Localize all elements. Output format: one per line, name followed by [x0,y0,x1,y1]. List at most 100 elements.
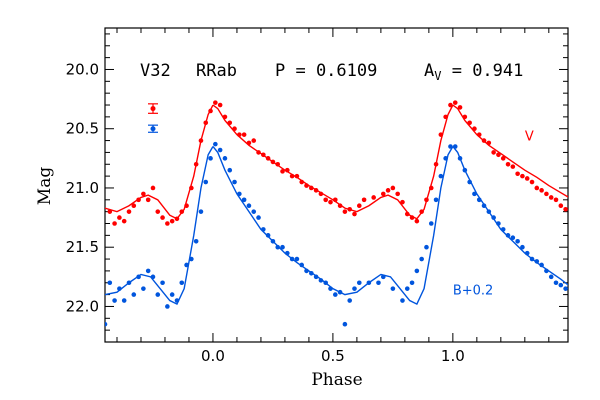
data-point-b [380,274,386,280]
data-point-v [304,183,309,188]
data-point-v [145,197,151,203]
data-point-b [366,280,372,286]
data-point-v [189,185,194,191]
data-point-v [241,132,247,137]
data-point-b [510,235,516,241]
data-point-b [548,274,554,280]
data-point-b [131,292,137,297]
data-point-v [448,102,453,108]
data-point-v [112,221,117,226]
data-point-v [246,140,252,146]
data-point-b [419,256,424,262]
data-point-v [280,169,285,174]
data-point-b [299,262,305,268]
data-point-v [174,216,180,222]
data-point-v [333,197,338,203]
data-point-b [534,259,540,264]
data-point-v [395,191,400,197]
data-point-v [117,215,122,220]
data-point-b [275,244,281,250]
data-point-v [496,152,501,158]
data-point-v [275,161,281,167]
data-point-v [380,191,386,197]
fit-curve-v [452,104,568,198]
data-points [105,100,568,327]
data-point-b [515,238,520,244]
data-point-v [136,197,141,203]
data-point-v [452,100,458,105]
data-point-b [347,298,352,303]
data-point-v [390,185,396,191]
data-point-b [141,286,146,291]
data-point-b [313,274,319,280]
data-point-v [261,152,266,158]
data-point-v [520,173,525,179]
fit-curve-v [105,104,214,220]
data-point-b [155,292,161,297]
data-point-v [165,221,170,226]
data-point-b [246,203,252,209]
data-point-b [165,304,170,309]
data-point-b [184,262,189,268]
data-point-v [184,203,189,209]
data-point-b [270,238,276,244]
data-point-v [371,195,376,200]
data-point-v [433,161,439,167]
data-point-b [198,209,204,214]
error-bar-point [150,126,156,132]
data-point-v [313,188,319,193]
data-point-b [145,268,151,274]
tick-labels: 0.0 0.5 1.0 20.0 20.5 21.0 21.5 22.0 [66,60,465,365]
data-point-b [193,238,199,244]
data-point-v [428,185,434,191]
data-point-v [237,132,242,137]
data-point-b [529,256,535,262]
data-point-v [457,105,463,110]
data-point-b [294,256,300,262]
data-point-v [141,191,146,197]
data-point-b [323,280,329,286]
data-point-b [304,268,309,274]
data-point-b [203,179,209,185]
data-point-v [491,150,496,155]
data-point-v [318,191,324,197]
data-point-b [208,156,213,161]
data-point-b [227,167,233,173]
data-point-b [280,244,285,250]
data-point-b [107,280,113,286]
data-point-b [126,280,132,286]
data-point-b [241,197,247,203]
data-point-v [539,188,544,193]
y-tick-label: 21.0 [66,179,99,197]
data-point-v [222,114,228,120]
data-point-b [333,292,338,297]
data-point-v [256,150,261,155]
data-point-b [520,244,525,250]
data-point-b [376,280,381,286]
series-labels: V B+0.2 [453,130,534,299]
data-point-v [337,203,343,209]
amplitude-subscript: V [434,69,441,83]
data-point-b [505,233,511,238]
data-point-v [193,161,199,167]
data-point-b [217,147,223,153]
data-point-v [342,209,348,214]
data-point-v [534,185,540,191]
data-point-b [496,221,501,226]
x-axis-label: Phase [311,370,362,390]
data-point-b [179,280,185,286]
data-point-v [500,156,506,161]
data-point-v [198,138,204,143]
data-point-b [352,286,357,291]
data-point-b [342,321,348,327]
y-tick-label: 21.5 [66,238,99,256]
data-point-v [169,218,175,224]
data-point-v [347,206,352,212]
data-point-v [548,195,554,200]
fit-curve-b [452,146,568,286]
data-point-v [217,102,223,108]
data-point-v [203,120,209,126]
data-point-b [285,250,290,256]
data-point-b [409,280,415,286]
